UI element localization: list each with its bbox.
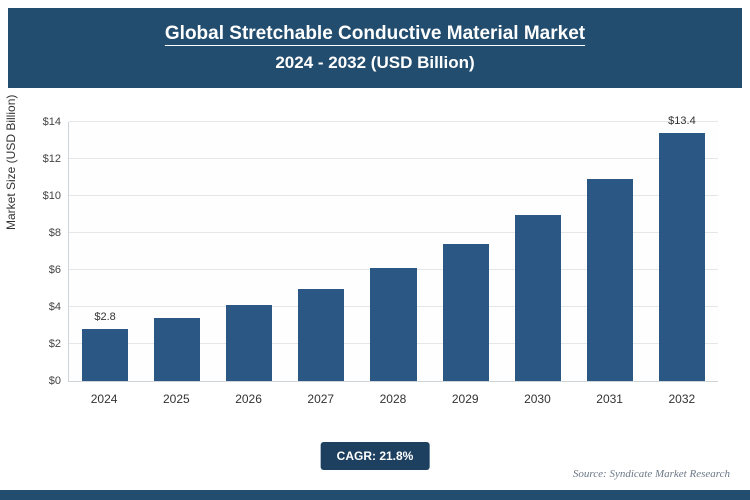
y-tick-label: $12: [42, 153, 61, 165]
x-tick-label-2026: 2026: [235, 392, 262, 406]
x-axis-labels: 2024 2025 2026 2027 2028 2029 2030 2031 2032: [68, 392, 718, 412]
bar-slot: [285, 122, 357, 381]
chart-title: Global Stretchable Conductive Material M…: [164, 23, 586, 44]
x-tick-label-2027: 2027: [307, 392, 335, 406]
bar-2028: [370, 268, 417, 381]
y-tick-label: $10: [42, 190, 61, 202]
x-tick-label-2028: 2028: [379, 392, 407, 406]
y-axis-title: Market Size (USD Billion): [4, 94, 18, 230]
source-attribution: Source: Syndicate Market Research: [572, 468, 730, 480]
bar-2026: [226, 305, 273, 381]
chart-header: Global Stretchable Conductive Material M…: [8, 8, 742, 88]
chart-subtitle: 2024 - 2032 (USD Billion): [275, 53, 475, 72]
bar-2032: $13.4: [658, 115, 705, 381]
x-tick-label-2032: 2032: [668, 392, 696, 406]
plot-wrap: $0 $2 $4 $6 $8 $10 $12 $14 $2.8 $13.4: [43, 115, 718, 387]
x-tick-label-2031: 2031: [596, 392, 623, 406]
bar-2025: [154, 318, 201, 381]
bar-2029: [442, 244, 489, 381]
bar-2030: [514, 214, 561, 381]
y-tick-label: $6: [48, 264, 61, 276]
bar-slot: [141, 122, 213, 381]
bar-slot: [430, 122, 502, 381]
bar-2027: [298, 288, 345, 381]
x-tick-label-2029: 2029: [451, 392, 479, 406]
bar-slot: [213, 122, 285, 381]
y-tick-label: $2: [48, 338, 61, 350]
bottom-accent-strip: [0, 490, 750, 500]
y-tick-label: $0: [48, 375, 61, 387]
y-tick-label: $4: [48, 301, 61, 313]
bars-container: $2.8 $13.4: [69, 115, 718, 381]
gridline: [69, 232, 718, 233]
x-tick-label-2025: 2025: [162, 392, 190, 406]
bar-slot: $13.4: [646, 115, 718, 381]
bar-slot: [574, 122, 646, 381]
x-tick-label-2024: 2024: [90, 392, 118, 406]
bar-slot: [357, 122, 429, 381]
chart-region: Market Size (USD Billion) $0 $2 $4 $6 $8 $10 $…: [0, 94, 750, 430]
bar-value-label: $13.4: [668, 115, 696, 128]
bar-2031: [586, 179, 633, 381]
y-tick-label: $8: [48, 227, 61, 239]
x-tick-label-2030: 2030: [524, 392, 551, 406]
y-tick-label: $14: [42, 116, 61, 128]
gridline: [69, 121, 718, 122]
gridline: [69, 158, 718, 159]
plot-area: $0 $2 $4 $6 $8 $10 $12 $14 $2.8 $13.4: [43, 115, 718, 387]
bar-value-label: $2.8: [94, 311, 116, 324]
bar-2024: $2.8: [81, 311, 129, 381]
cagr-badge: CAGR: 21.8%: [320, 442, 430, 470]
bar-slot: [502, 122, 574, 381]
gridline: [69, 195, 718, 196]
bar-slot: $2.8: [69, 122, 141, 381]
